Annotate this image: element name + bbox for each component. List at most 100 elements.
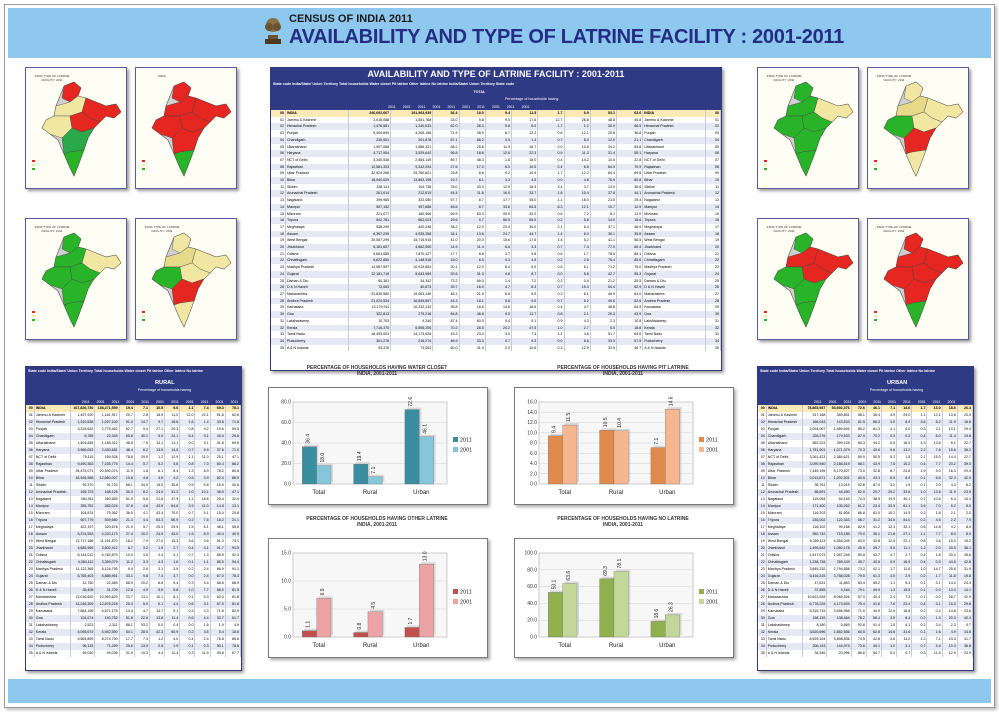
table-cell: 10,919,653: [390, 264, 434, 271]
table-cell: 221,077: [348, 210, 392, 218]
table-cell: 23.9: [957, 650, 973, 657]
table-cell: 2,430,681: [94, 447, 120, 454]
table-cell: 32.2: [511, 210, 539, 218]
table-row: 11 Sikkim 128,131 104,738 78.0 43.3 12.9 16.4 3.…: [271, 183, 721, 191]
table-cell: 1.5: [179, 531, 196, 538]
table-cell: 46.6: [432, 203, 460, 211]
table-cell: 0.0: [179, 622, 196, 629]
table-cell: 1.7: [537, 170, 565, 178]
table-cell: 29.4: [616, 197, 644, 204]
legend-swatch: [453, 599, 458, 604]
table-cell: 5,409,699: [348, 130, 392, 137]
table-cell: 47,631: [802, 580, 828, 587]
table-cell: 13,717,186: [70, 538, 96, 545]
table-cell: 18.1: [459, 297, 486, 305]
table-cell: 29.9: [164, 524, 181, 531]
table-cell: 69.6: [616, 170, 644, 178]
table-cell: 79.0: [851, 531, 867, 538]
map-caption: INDIA TYPE OF LATRINE FACILITY: 2011: [876, 74, 912, 82]
table-cell: 47.9: [164, 496, 181, 503]
table-cell: 4.4: [134, 517, 150, 524]
table-cell: 13.4: [119, 608, 135, 615]
table-cell: 1.2: [881, 643, 898, 650]
table-cell: 33.3: [590, 337, 618, 345]
table-row: 14 Manipur 507,152 397,656 46.6 8.7 33.6 64.5 8.…: [271, 203, 721, 211]
table-cell: 1,476,581: [348, 123, 392, 131]
table-cell: 81.5: [225, 587, 241, 594]
table-cell: 1,060,178: [826, 545, 852, 552]
table-cell: 23.8: [957, 608, 973, 615]
table-cell: 16.0: [485, 190, 513, 198]
table-cell: 88.1: [119, 622, 135, 629]
bar-chart: 0.02.04.06.08.010.012.014.016.09.411.5To…: [527, 396, 718, 496]
category-label: Rural: [363, 490, 377, 496]
table-cell: 11.5: [194, 650, 211, 657]
table-cell: 53,692,376: [826, 405, 852, 412]
table-cell: 12: [758, 489, 767, 496]
table-cell: 4.8: [564, 177, 591, 184]
table-cell: 02: [758, 419, 767, 426]
table-cell: 14.8: [942, 608, 958, 615]
table-cell: 4,942,550: [94, 629, 120, 636]
table-cell: 18.6: [164, 419, 181, 426]
table-cell: 332,050: [390, 197, 434, 204]
table-cell: Chhattisgarh: [285, 257, 350, 265]
table-cell: 10,703: [348, 317, 392, 325]
table-row: 28 Andhra Pradesh 6,778,225 4,173,639 75.4 41…: [758, 601, 973, 608]
table-cell: 3.7: [564, 183, 591, 191]
table-cell: 11.4: [459, 244, 486, 251]
table-cell: 1,497,920: [70, 412, 96, 419]
table-cell: 16: [271, 217, 286, 224]
table-row: 27 Maharashtra 10,813,928 8,069,526 57.3 40.4…: [758, 594, 973, 601]
table-cell: 3,620,696: [802, 629, 828, 636]
table-cell: 62.9: [616, 284, 644, 291]
header-band: [8, 8, 991, 58]
table-cell: 420,246: [390, 223, 434, 231]
urban-table-panel: State code India/State/ Union Territory …: [757, 366, 974, 671]
table-cell: 9.3: [511, 337, 539, 345]
table-cell: 35.7: [866, 545, 882, 552]
table-cell: 16.0: [564, 197, 591, 204]
table-cell: 5.8: [564, 270, 591, 278]
table-cell: 21: [26, 552, 35, 559]
emblem-icon: [265, 18, 281, 44]
table-cell: 9.4: [134, 426, 150, 433]
table-cell: 9.7: [149, 419, 166, 426]
bar: [548, 592, 563, 638]
table-cell: 5,315,715: [802, 608, 828, 615]
table-cell: 28: [758, 601, 767, 608]
table-cell: 662,023: [390, 217, 434, 224]
table-cell: 0.3: [911, 510, 928, 517]
table-cell: 15.4: [210, 510, 226, 517]
table-cell: 18.6: [942, 405, 958, 412]
table-cell: 0.5: [485, 136, 513, 144]
table-cell: 51.6: [210, 412, 226, 419]
table-row: 18 Assam 992,742 715,185 79.0 36.1 21.8 27.1 1.1…: [758, 531, 973, 538]
legend-swatch: [142, 319, 145, 321]
legend-swatch: [874, 160, 877, 162]
table-cell: 0.0: [179, 573, 196, 580]
table-row: 19 West Bengal 13,717,186 11,161,870 18.2 7.9…: [26, 538, 241, 545]
table-cell: 31.4: [590, 150, 618, 157]
table-cell: 6.6: [485, 244, 513, 251]
table-cell: Haryana: [285, 150, 350, 157]
table-cell: Kerala: [285, 324, 350, 332]
table-cell: 0.9: [564, 277, 591, 285]
table-cell: Goa: [34, 615, 72, 622]
table-cell: 14,246,309: [70, 601, 96, 608]
table-cell: Nagaland: [34, 496, 72, 503]
table-cell: Chhattisgarh: [642, 257, 707, 265]
table-cell: 4.6: [134, 503, 150, 510]
table-row: 28 Andhra Pradesh 14,246,309 12,676,218 25.3…: [26, 601, 241, 608]
table-cell: 40.6: [866, 559, 882, 566]
table-cell: 9.4: [164, 580, 181, 587]
table-cell: 19: [26, 538, 35, 545]
table-cell: 5,416,315: [802, 573, 828, 580]
table-cell: 0.7: [485, 337, 513, 345]
table-cell: 3.4: [194, 580, 211, 587]
table-cell: 3.1: [194, 601, 211, 608]
table-cell: 0.3: [881, 433, 898, 440]
table-cell: 10.3: [942, 643, 958, 650]
table-cell: 91.1: [225, 566, 241, 573]
table-cell: 0.3: [911, 426, 928, 433]
